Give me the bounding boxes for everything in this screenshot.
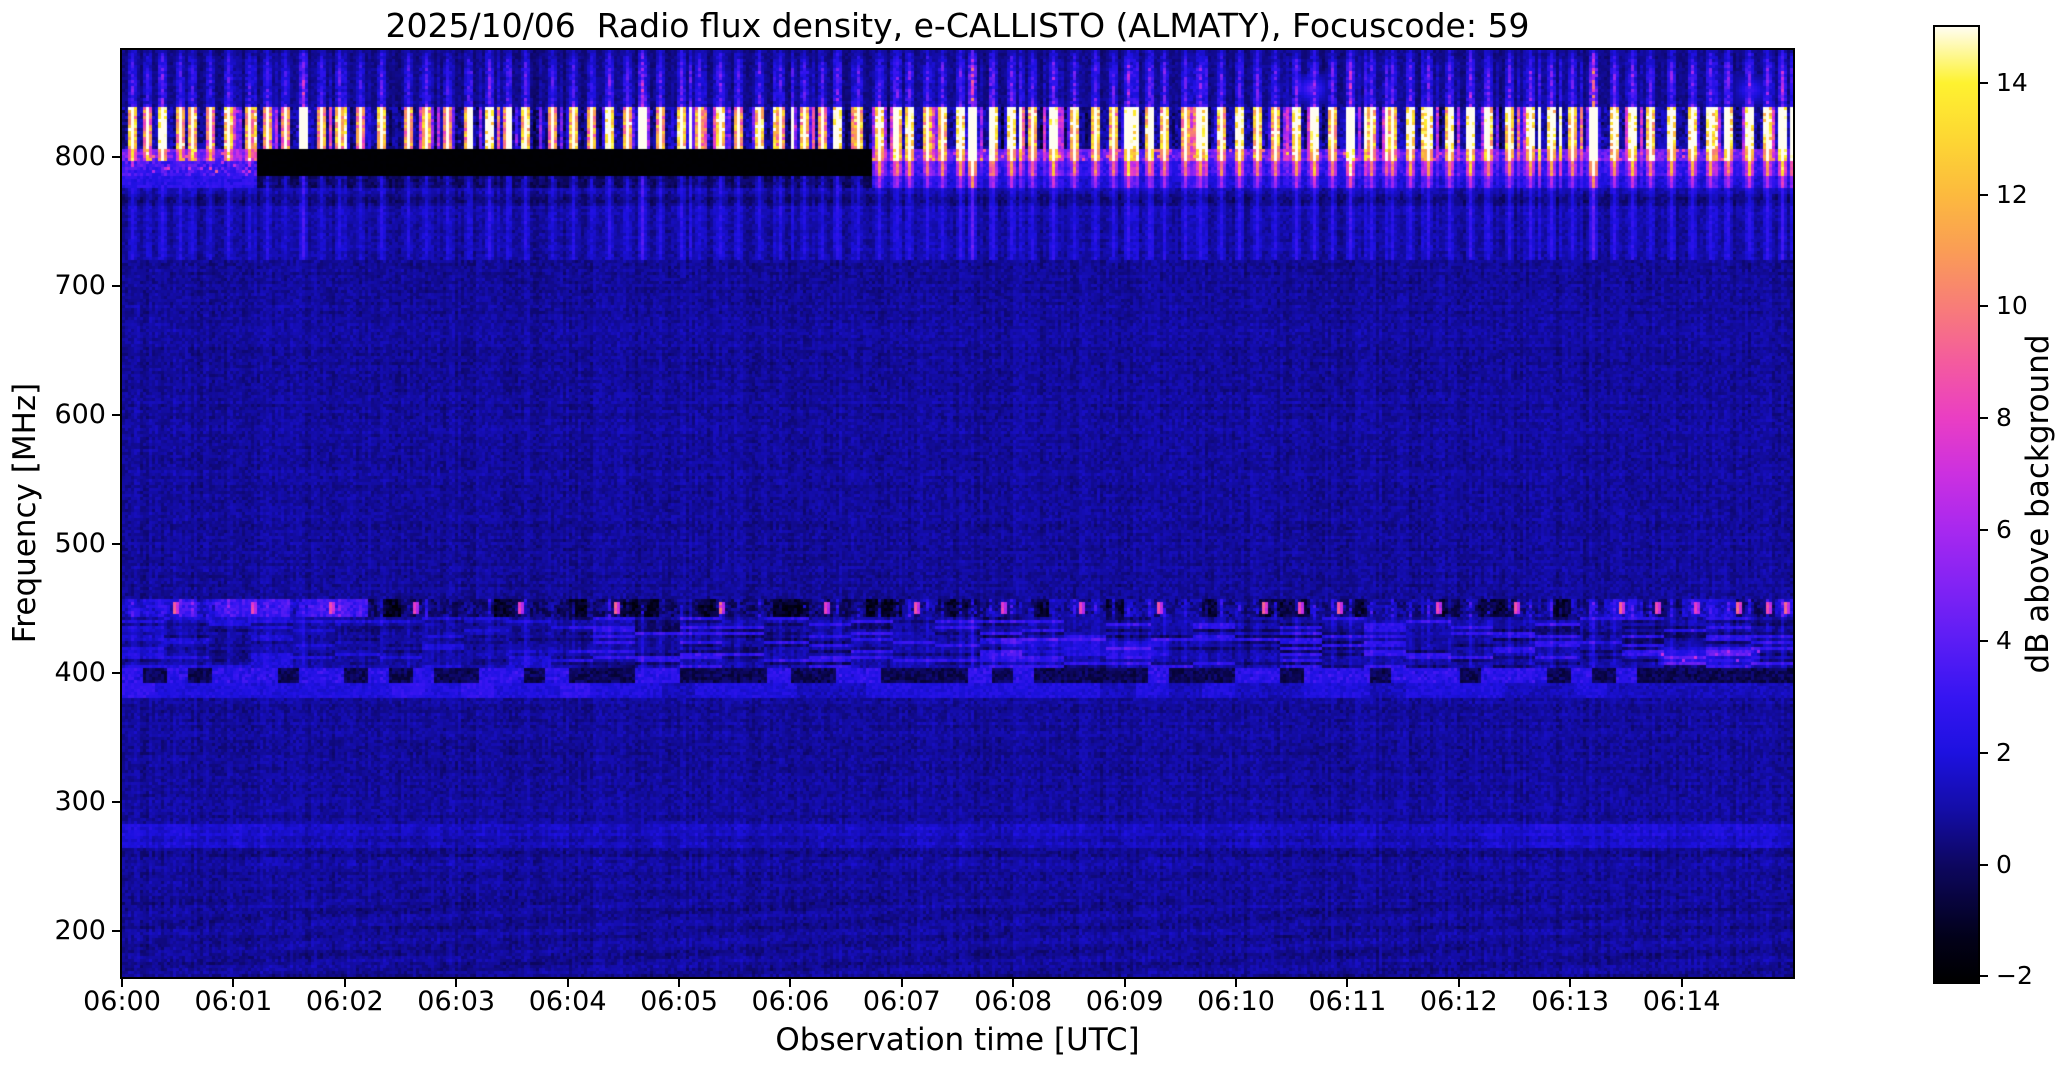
x-tick-label: 06:07 xyxy=(862,986,941,1017)
x-tick-label: 06:01 xyxy=(194,986,273,1017)
colorbar-tick-mark xyxy=(1980,752,1988,755)
x-tick-label: 06:02 xyxy=(305,986,384,1017)
chart-title: 2025/10/06 Radio flux density, e-CALLIST… xyxy=(385,6,1530,45)
y-tick-mark xyxy=(112,542,120,545)
colorbar-tick-label: 14 xyxy=(1996,67,2028,97)
x-tick-mark xyxy=(1235,979,1237,987)
colorbar-tick-label: −2 xyxy=(1996,961,2033,991)
colorbar-tick-label: 4 xyxy=(1996,626,2012,656)
colorbar-tick-label: 0 xyxy=(1996,849,2012,879)
y-tick-label: 600 xyxy=(54,398,106,430)
colorbar-tick-label: 8 xyxy=(1996,402,2012,432)
x-tick-label: 06:03 xyxy=(417,986,496,1017)
y-tick-mark xyxy=(112,671,120,674)
x-tick-label: 06:11 xyxy=(1308,986,1387,1017)
colorbar-label: dB above background xyxy=(2020,334,2056,674)
spectrogram-canvas xyxy=(122,50,1793,977)
x-tick-label: 06:13 xyxy=(1531,986,1610,1017)
y-tick-label: 200 xyxy=(54,914,106,946)
y-axis-label: Frequency [MHz] xyxy=(7,382,43,644)
x-tick-mark xyxy=(1123,979,1126,987)
colorbar-tick-label: 12 xyxy=(1996,179,2028,209)
x-tick-mark xyxy=(566,979,569,987)
colorbar-tick-label: 10 xyxy=(1996,291,2028,321)
colorbar-tick-mark xyxy=(1980,305,1988,308)
colorbar-tick-mark xyxy=(1980,863,1988,866)
y-tick-label: 400 xyxy=(54,656,106,688)
colorbar-tick-mark xyxy=(1980,193,1988,196)
x-tick-mark xyxy=(789,979,792,987)
x-tick-mark xyxy=(1346,979,1349,987)
y-tick-mark xyxy=(112,929,120,932)
x-tick-label: 06:14 xyxy=(1642,986,1721,1017)
x-tick-mark xyxy=(1012,979,1015,987)
x-axis-label: Observation time [UTC] xyxy=(775,1022,1140,1058)
y-tick-mark xyxy=(112,284,120,287)
colorbar-tick-mark xyxy=(1980,81,1988,84)
colorbar-tick-mark xyxy=(1980,640,1988,643)
x-tick-mark xyxy=(455,979,458,987)
y-tick-mark xyxy=(112,156,120,158)
colorbar-tick-label: 6 xyxy=(1996,514,2012,544)
x-tick-mark xyxy=(1569,979,1572,987)
x-tick-mark xyxy=(1680,979,1683,987)
colorbar-tick-label: 2 xyxy=(1996,738,2012,768)
x-tick-label: 06:04 xyxy=(528,986,607,1017)
x-tick-mark xyxy=(1457,979,1460,987)
x-tick-label: 06:05 xyxy=(640,986,718,1017)
x-tick-mark xyxy=(678,979,680,987)
colorbar xyxy=(1933,25,1980,984)
x-tick-mark xyxy=(232,979,235,987)
x-tick-label: 06:09 xyxy=(1085,986,1164,1017)
x-tick-label: 06:08 xyxy=(974,986,1053,1017)
y-tick-label: 300 xyxy=(54,785,106,817)
colorbar-tick-mark xyxy=(1980,528,1988,531)
colorbar-gradient xyxy=(1935,27,1978,982)
y-tick-label: 700 xyxy=(54,269,106,301)
colorbar-tick-mark xyxy=(1980,975,1988,978)
x-tick-mark xyxy=(900,979,903,987)
x-tick-label: 06:12 xyxy=(1419,986,1498,1017)
y-tick-label: 800 xyxy=(54,141,106,172)
y-tick-label: 500 xyxy=(54,527,106,559)
x-tick-label: 06:06 xyxy=(751,986,830,1017)
x-tick-mark xyxy=(343,979,346,987)
y-tick-mark xyxy=(112,800,120,803)
y-tick-mark xyxy=(112,413,120,416)
x-tick-mark xyxy=(121,979,123,987)
x-tick-label: 06:00 xyxy=(83,986,161,1017)
colorbar-tick-mark xyxy=(1980,416,1988,419)
x-tick-label: 06:10 xyxy=(1197,986,1275,1017)
